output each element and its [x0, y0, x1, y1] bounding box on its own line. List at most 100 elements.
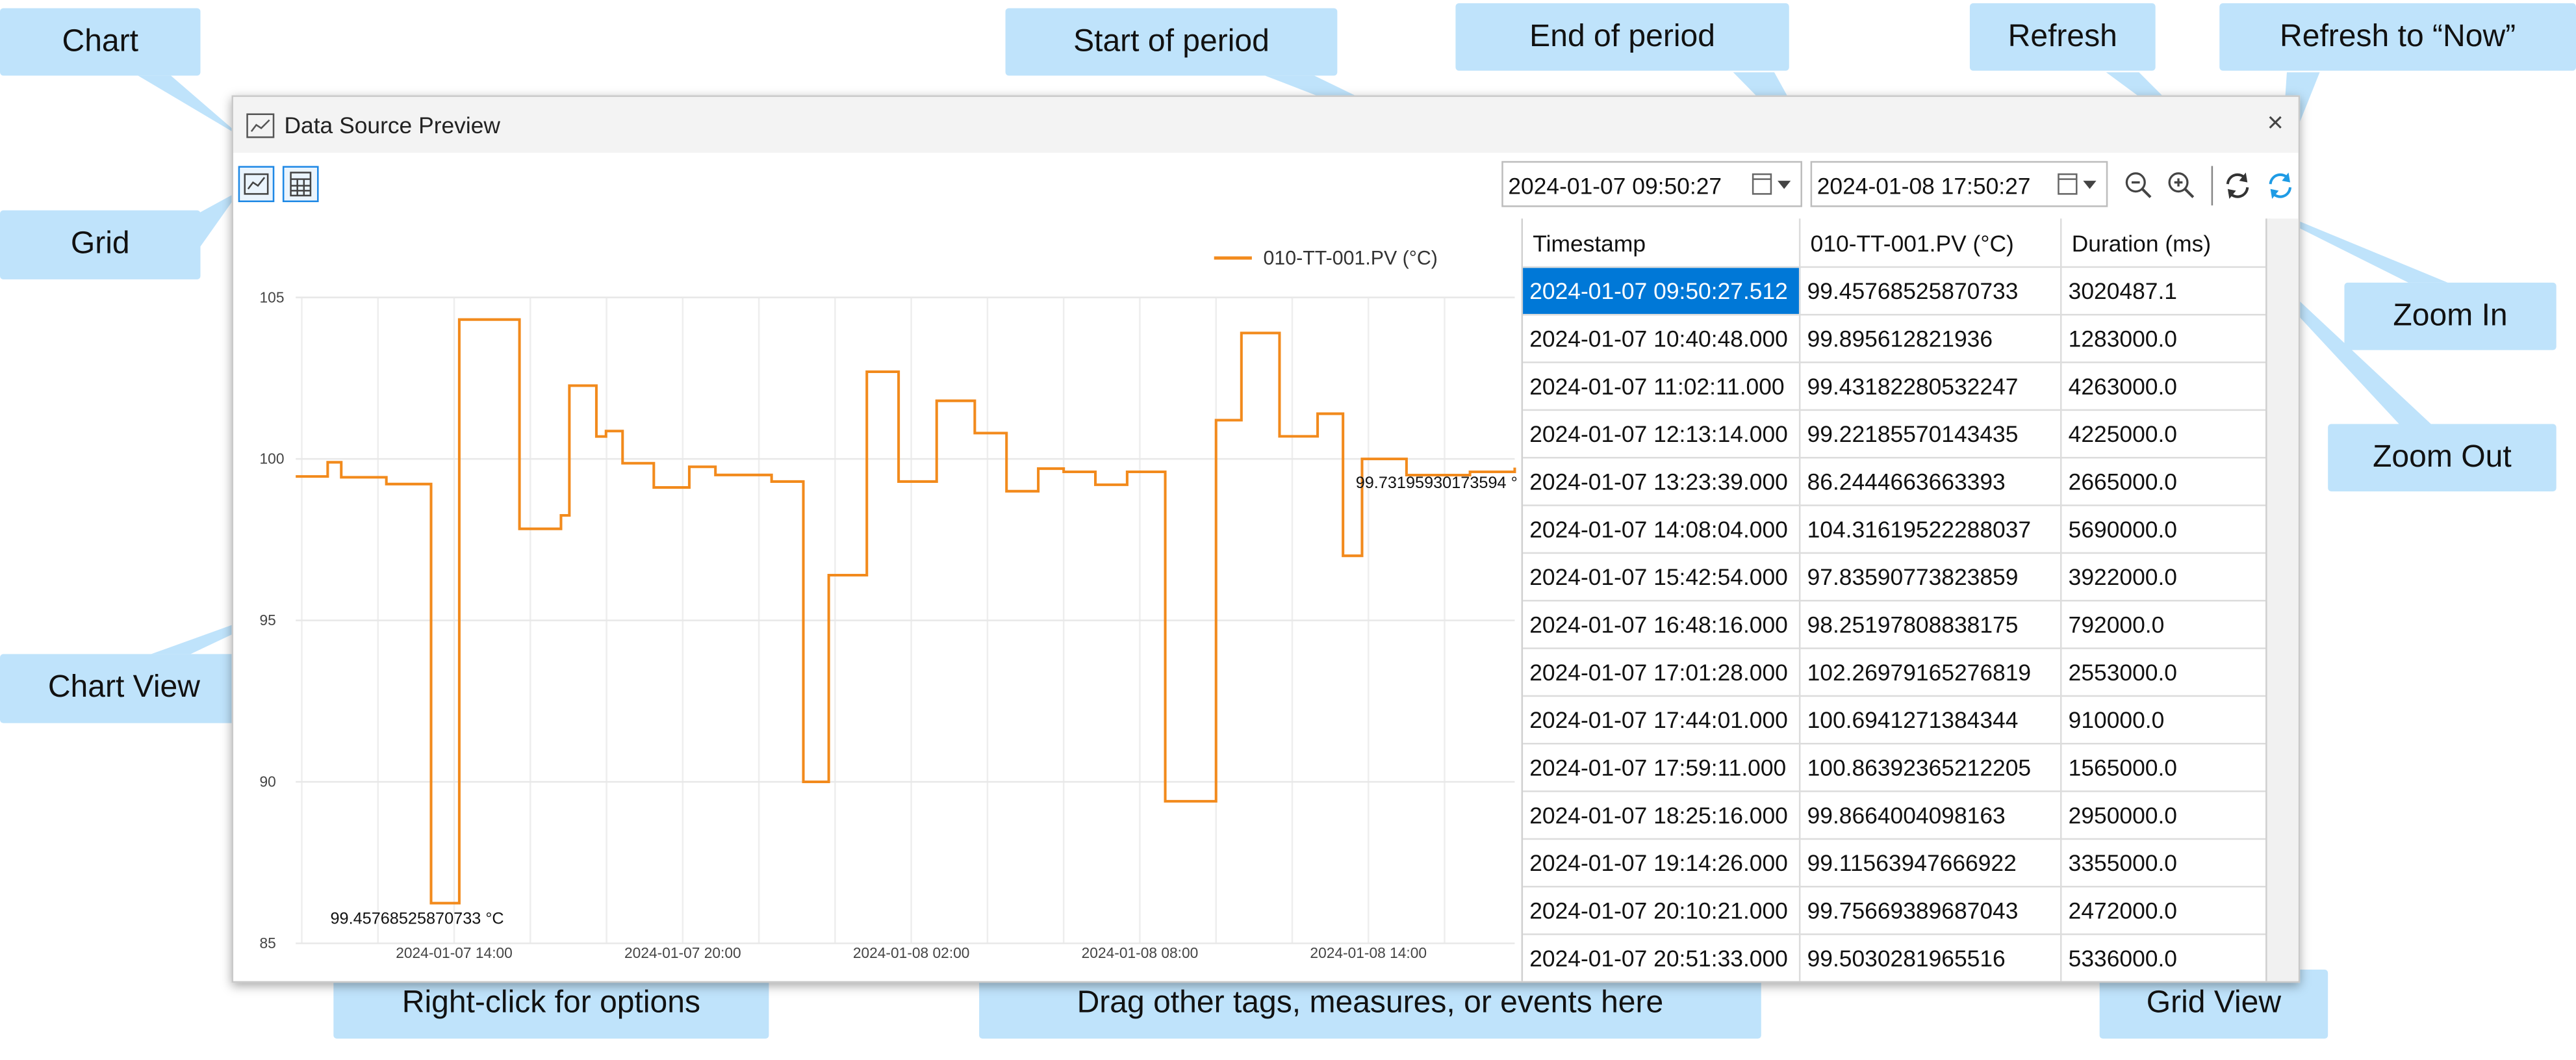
table-cell[interactable]: 2024-01-07 17:44:01.000 — [1523, 695, 1801, 745]
window-title: Data Source Preview — [284, 111, 501, 138]
refresh-now-icon[interactable] — [2264, 169, 2297, 202]
table-row[interactable]: 2024-01-07 14:08:04.000 104.3161952228803… — [1523, 505, 2271, 554]
callout-zoom-out: Zoom Out — [2328, 424, 2557, 492]
table-cell[interactable]: 99.45768525870733 — [1800, 266, 2062, 316]
refresh-icon[interactable] — [2221, 169, 2254, 202]
table-cell[interactable]: 792000.0 — [2061, 601, 2271, 649]
callout-start-of-period: Start of period — [1005, 8, 1338, 76]
table-cell[interactable]: 97.83590773823859 — [1800, 552, 2062, 602]
table-row[interactable]: 2024-01-07 20:51:33.000 99.5030281965516 5… — [1523, 934, 2271, 981]
chart-view[interactable]: 85 90 95 100 105 2024-01-07 14:00 2024-01-07 … — [233, 218, 1518, 981]
table-cell[interactable]: 2024-01-07 16:48:16.000 — [1523, 601, 1801, 649]
table-cell[interactable]: 100.86392365212205 — [1800, 743, 2062, 792]
table-cell[interactable]: 99.43182280532247 — [1800, 362, 2062, 411]
table-cell[interactable]: 1565000.0 — [2061, 743, 2271, 792]
table-cell[interactable]: 2024-01-07 09:50:27.512 — [1523, 266, 1801, 316]
table-cell[interactable]: 2024-01-07 13:23:39.000 — [1523, 458, 1801, 506]
close-button[interactable]: × — [2267, 107, 2284, 138]
column-header[interactable]: Duration (ms) — [2061, 218, 2271, 268]
callout-chart: Chart — [0, 8, 201, 76]
table-cell[interactable]: 99.895612821936 — [1800, 315, 2062, 363]
table-cell[interactable]: 2024-01-07 12:13:14.000 — [1523, 409, 1801, 459]
x-tick-label: 2024-01-08 08:00 — [1082, 944, 1199, 961]
table-row[interactable]: 2024-01-07 17:01:28.000 102.2697916527681… — [1523, 648, 2271, 697]
value-annotation: 99.45768525870733 °C — [330, 910, 504, 928]
table-row[interactable]: 2024-01-07 17:59:11.000 100.8639236521220… — [1523, 743, 2271, 792]
y-tick-label: 95 — [260, 612, 276, 628]
table-cell[interactable]: 86.2444663663393 — [1800, 458, 2062, 506]
table-cell[interactable]: 98.25197808838175 — [1800, 601, 2062, 649]
table-cell[interactable]: 100.6941271384344 — [1800, 695, 2062, 745]
table-cell[interactable]: 99.75669389687043 — [1800, 886, 2062, 935]
table-cell[interactable]: 3355000.0 — [2061, 838, 2271, 888]
callout-zoom-in: Zoom In — [2344, 282, 2557, 350]
table-cell[interactable]: 1283000.0 — [2061, 315, 2271, 363]
table-cell[interactable]: 3020487.1 — [2061, 266, 2271, 316]
table-cell[interactable]: 5336000.0 — [2061, 934, 2271, 981]
data-grid: Timestamp 010-TT-001.PV (°C) Duration (ms)… — [1523, 218, 2271, 981]
calendar-icon[interactable] — [2057, 171, 2100, 197]
table-row[interactable]: 2024-01-07 20:10:21.000 99.75669389687043… — [1523, 886, 2271, 935]
table-cell[interactable]: 99.5030281965516 — [1800, 934, 2062, 981]
table-row[interactable]: 2024-01-07 13:23:39.000 86.2444663663393 2… — [1523, 458, 2271, 506]
table-row[interactable]: 2024-01-07 18:25:16.000 99.8664004098163 2… — [1523, 791, 2271, 840]
x-tick-label: 2024-01-08 02:00 — [853, 944, 970, 961]
table-cell[interactable]: 2024-01-07 17:01:28.000 — [1523, 648, 1801, 697]
series-line — [296, 318, 1516, 905]
table-cell[interactable]: 910000.0 — [2061, 695, 2271, 745]
chart-view-button[interactable] — [238, 166, 275, 203]
callout-grid: Grid — [0, 210, 201, 279]
table-row[interactable]: 2024-01-07 09:50:27.512 99.45768525870733… — [1523, 266, 2271, 316]
chart-annotations: 99.45768525870733 °C 99.73195930173594 °C — [330, 474, 1518, 928]
table-cell[interactable]: 2024-01-07 15:42:54.000 — [1523, 552, 1801, 602]
start-of-period-picker[interactable]: 2024-01-07 09:50:27 — [1501, 161, 1802, 207]
table-cell[interactable]: 2665000.0 — [2061, 458, 2271, 506]
callout-refresh: Refresh — [1969, 3, 2156, 71]
table-cell[interactable]: 4225000.0 — [2061, 409, 2271, 459]
start-of-period-value: 2024-01-07 09:50:27 — [1508, 172, 1722, 199]
table-cell[interactable]: 5690000.0 — [2061, 505, 2271, 554]
table-cell[interactable]: 102.26979165276819 — [1800, 648, 2062, 697]
table-row[interactable]: 2024-01-07 10:40:48.000 99.895612821936 12… — [1523, 315, 2271, 363]
table-cell[interactable]: 2950000.0 — [2061, 791, 2271, 840]
calendar-icon[interactable] — [1752, 171, 1794, 197]
table-row[interactable]: 2024-01-07 15:42:54.000 97.83590773823859… — [1523, 552, 2271, 602]
table-cell[interactable]: 2024-01-07 14:08:04.000 — [1523, 505, 1801, 554]
table-cell[interactable]: 99.8664004098163 — [1800, 791, 2062, 840]
table-cell[interactable]: 2024-01-07 11:02:11.000 — [1523, 362, 1801, 411]
table-cell[interactable]: 2024-01-07 18:25:16.000 — [1523, 791, 1801, 840]
zoom-in-icon[interactable] — [2165, 169, 2199, 202]
table-cell[interactable]: 2024-01-07 19:14:26.000 — [1523, 838, 1801, 888]
table-cell[interactable]: 2024-01-07 17:59:11.000 — [1523, 743, 1801, 792]
table-cell[interactable]: 104.31619522288037 — [1800, 505, 2062, 554]
end-of-period-value: 2024-01-08 17:50:27 — [1817, 172, 2031, 199]
end-of-period-picker[interactable]: 2024-01-08 17:50:27 — [1810, 161, 2108, 207]
data-source-preview-window: Data Source Preview × — [231, 95, 2301, 983]
grid-view-button[interactable] — [282, 166, 319, 203]
table-cell[interactable]: 3922000.0 — [2061, 552, 2271, 602]
table-cell[interactable]: 4263000.0 — [2061, 362, 2271, 411]
table-row[interactable]: 2024-01-07 11:02:11.000 99.43182280532247… — [1523, 362, 2271, 411]
column-header[interactable]: Timestamp — [1523, 218, 1801, 268]
chart-view-icon — [244, 173, 269, 195]
table-cell[interactable]: 99.22185570143435 — [1800, 409, 2062, 459]
table-row[interactable]: 2024-01-07 16:48:16.000 98.25197808838175… — [1523, 601, 2271, 649]
table-cell[interactable]: 2024-01-07 10:40:48.000 — [1523, 315, 1801, 363]
grid-scrollbar[interactable] — [2265, 218, 2299, 981]
table-cell[interactable]: 99.11563947666922 — [1800, 838, 2062, 888]
table-cell[interactable]: 2024-01-07 20:51:33.000 — [1523, 934, 1801, 981]
table-cell[interactable]: 2472000.0 — [2061, 886, 2271, 935]
x-tick-label: 2024-01-07 20:00 — [624, 944, 741, 961]
zoom-out-icon[interactable] — [2123, 169, 2156, 202]
toolbar: 2024-01-07 09:50:27 2024-01-08 17:50:27 — [233, 153, 2299, 219]
table-row[interactable]: 2024-01-07 17:44:01.000 100.6941271384344… — [1523, 695, 2271, 745]
y-tick-label: 90 — [260, 773, 276, 790]
table-row[interactable]: 2024-01-07 19:14:26.000 99.11563947666922… — [1523, 838, 2271, 888]
column-header[interactable]: 010-TT-001.PV (°C) — [1800, 218, 2062, 268]
x-axis: 2024-01-07 14:00 2024-01-07 20:00 2024-01-… — [396, 944, 1427, 961]
table-cell[interactable]: 2024-01-07 20:10:21.000 — [1523, 886, 1801, 935]
table-cell[interactable]: 2553000.0 — [2061, 648, 2271, 697]
chart-legend: 010-TT-001.PV (°C) — [1214, 248, 1438, 269]
table-row[interactable]: 2024-01-07 12:13:14.000 99.22185570143435… — [1523, 409, 2271, 459]
